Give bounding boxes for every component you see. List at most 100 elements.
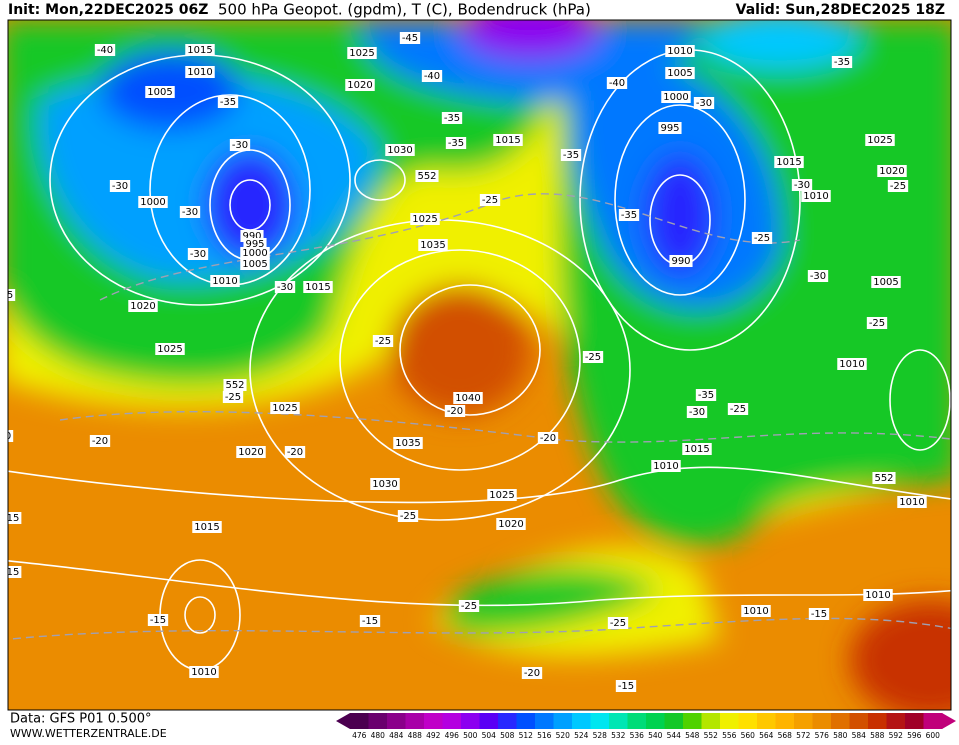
contour-label-box (615, 680, 637, 692)
colorbar-swatch (775, 713, 795, 729)
contour-label: 1025 (410, 213, 440, 225)
contour-label: 1025 (155, 343, 185, 355)
contour-label-text: -40 (97, 45, 113, 56)
contour-label-text: -25 (461, 601, 477, 612)
contour-label: -15 (147, 614, 169, 626)
contour-label-text: 1005 (242, 259, 267, 270)
contour-label: 1015 (192, 521, 222, 533)
contour-label-text: 1010 (191, 667, 216, 678)
contour-label-box (866, 317, 888, 329)
contour-label-text: -40 (609, 78, 625, 89)
contour-label-text: 1020 (498, 519, 523, 530)
contour-label: -45 (399, 32, 421, 44)
contour-label: 1025 (865, 134, 895, 146)
colorbar-label: 544 (667, 731, 682, 740)
colorbar-swatch (553, 713, 573, 729)
colorbar-swatch (516, 713, 536, 729)
contour-label: 990 (669, 255, 693, 267)
colorbar-label: 508 (500, 731, 515, 740)
contour-label-text: -30 (190, 249, 206, 260)
contour-label-box (669, 255, 693, 267)
colorbar-swatch (664, 713, 684, 729)
contour-label-box (665, 45, 695, 57)
valid-time: Valid: Sun,28DEC2025 18Z (736, 2, 945, 18)
colorbar-swatch (590, 713, 610, 729)
contour-label: -30 (274, 281, 296, 293)
contour-label-box (240, 247, 270, 259)
contour-label-box (444, 405, 466, 417)
colorbar-swatch (350, 713, 369, 729)
contour-label-box (94, 44, 116, 56)
contour-label-text: 1025 (412, 214, 437, 225)
contour-label: -35 (445, 137, 467, 149)
contour-label-box (155, 343, 185, 355)
colorbar-swatch (368, 713, 388, 729)
contour-label-text: 1010 (803, 191, 828, 202)
colorbar-swatch (479, 713, 499, 729)
contour-label: -40 (421, 70, 443, 82)
contour-label-text: 1005 (147, 87, 172, 98)
contour-label-box (837, 358, 867, 370)
colorbar-label: 484 (389, 731, 404, 740)
contour-label-text: -25 (730, 404, 746, 415)
contour-label: -30 (791, 179, 813, 191)
contour-label: -20 (444, 405, 466, 417)
colorbar-swatch (405, 713, 425, 729)
contour-label: 1005 (871, 276, 901, 288)
contour-label: 552 (872, 472, 896, 484)
contour-label-text: 552 (874, 473, 893, 484)
contour-label-text: 1015 (187, 45, 212, 56)
colorbar-swatch (794, 713, 813, 729)
contour-label: 1025 (487, 489, 517, 501)
contour-label: -25 (222, 391, 244, 403)
contour-label-text: 15 (7, 567, 20, 578)
contour-label-text: 1020 (879, 166, 904, 177)
contour-label-box (877, 165, 907, 177)
contour-label-box (370, 478, 400, 490)
contour-label-text: 1010 (839, 359, 864, 370)
contour-label-box (658, 122, 682, 134)
colorbar-label: 540 (648, 731, 663, 740)
contour-label-box (582, 351, 604, 363)
contour-label: 1015 (303, 281, 333, 293)
contour-label-box (537, 432, 559, 444)
contour-label-text: 1005 (667, 68, 692, 79)
contour-label: 15 (7, 566, 22, 578)
contour-label-text: -25 (482, 195, 498, 206)
colorbar-swatch (572, 713, 591, 729)
contour-label: -20 (521, 667, 543, 679)
colorbar-swatch (886, 713, 906, 729)
contour-label-box (682, 443, 712, 455)
contour-label-box (385, 144, 415, 156)
contour-label-text: 1015 (305, 282, 330, 293)
contour-label-box (192, 521, 222, 533)
contour-label: -25 (458, 600, 480, 612)
contour-label: 1020 (877, 165, 907, 177)
contour-label-text: -30 (277, 282, 293, 293)
colorbar-label: 516 (537, 731, 552, 740)
contour-label-box (521, 667, 543, 679)
contour-label-box (887, 180, 909, 192)
colorbar-label: 560 (741, 731, 756, 740)
colorbar-label: 584 (852, 731, 867, 740)
contour-label: -30 (686, 406, 708, 418)
contour-label-box (865, 134, 895, 146)
colorbar-label: 480 (371, 731, 386, 740)
colorbar-label: 576 (815, 731, 830, 740)
contour-label-box (801, 190, 831, 202)
contour-label-text: 995 (660, 123, 679, 134)
init-time: Init: Mon,22DEC2025 06Z (8, 2, 208, 18)
contour-label-text: 1010 (899, 497, 924, 508)
colorbar-swatch (757, 713, 776, 729)
contour-label-text: 1025 (489, 490, 514, 501)
contour-label-box (8, 512, 22, 524)
contour-label-box (415, 170, 439, 182)
contour-label-box (359, 615, 381, 627)
contour-label: 1035 (418, 239, 448, 251)
contour-label: 1010 (801, 190, 831, 202)
contour-label: 1005 (145, 86, 175, 98)
contour-label: -15 (808, 608, 830, 620)
colorbar-swatch (535, 713, 554, 729)
colorbar-swatch (683, 713, 702, 729)
map-area: -40 1015 1025 -45 1010 -40 1020 1005 -35 -35 1015 -… (7, 20, 951, 710)
